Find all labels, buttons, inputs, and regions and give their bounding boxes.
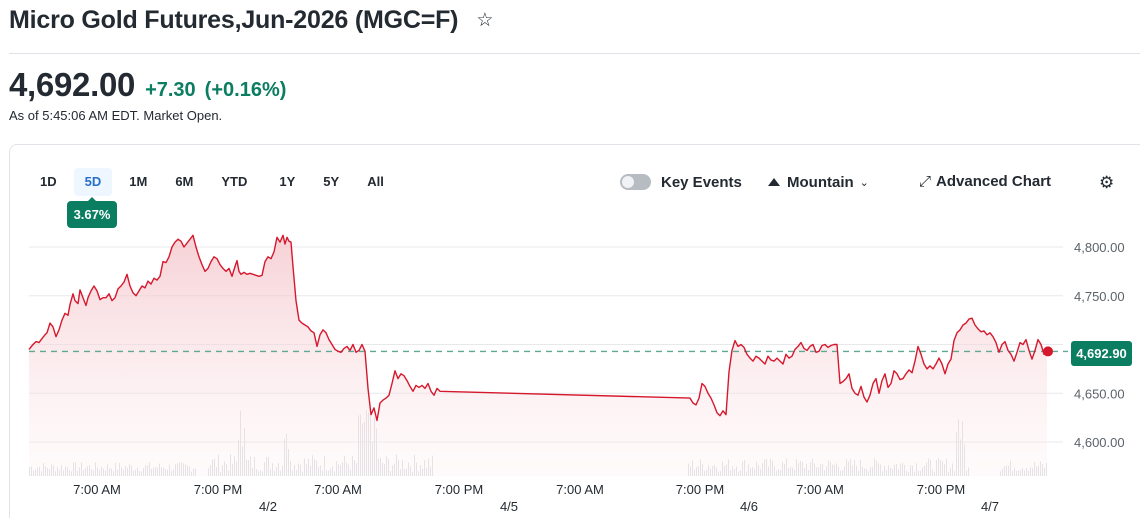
current-price: 4,692.00: [9, 66, 136, 103]
svg-text:4/7: 4/7: [981, 499, 999, 514]
range-1d[interactable]: 1D: [40, 174, 57, 189]
svg-text:7:00 PM: 7:00 PM: [194, 482, 242, 497]
advanced-chart-label: Advanced Chart: [936, 172, 1052, 190]
price-change-percent: (+0.16%): [204, 79, 287, 101]
svg-text:4,600.00: 4,600.00: [1074, 435, 1125, 450]
price-area: [29, 235, 1047, 476]
svg-text:7:00 AM: 7:00 AM: [556, 482, 604, 497]
quote-timestamp: As of 5:45:06 AM EDT. Market Open.: [9, 108, 223, 123]
svg-text:4/5: 4/5: [500, 499, 518, 514]
key-events-toggle[interactable]: Key Events: [620, 170, 742, 194]
svg-text:7:00 PM: 7:00 PM: [435, 482, 483, 497]
svg-text:7:00 PM: 7:00 PM: [917, 482, 965, 497]
header-divider: [9, 53, 1140, 54]
star-icon[interactable]: ☆: [476, 10, 494, 31]
price-line: [28, 234, 1048, 422]
range-ytd[interactable]: YTD: [221, 174, 248, 189]
chart-type-dropdown[interactable]: Mountain ⌄: [768, 170, 869, 194]
expand-icon: ⤢: [919, 172, 932, 190]
range-6m[interactable]: 6M: [175, 174, 194, 189]
svg-text:4/6: 4/6: [740, 499, 758, 514]
svg-text:7:00 AM: 7:00 AM: [796, 482, 844, 497]
range-selector: 1D 5D 1M 6M YTD 1Y 5Y All: [29, 168, 401, 196]
last-price-dot: [1043, 346, 1053, 357]
range-1m[interactable]: 1M: [129, 174, 148, 189]
price-change: +7.30: [145, 79, 196, 101]
key-events-label: Key Events: [661, 173, 742, 191]
quote-row: 4,692.00 +7.30 (+0.16%): [9, 66, 286, 104]
range-all[interactable]: All: [367, 174, 384, 189]
advanced-chart-button[interactable]: ⤢ Advanced Chart: [919, 169, 1051, 193]
y-axis-labels: 4,800.00 4,750.00 4,650.00 4,600.00: [1074, 240, 1125, 450]
chart-type-label: Mountain: [787, 173, 854, 191]
range-change-badge: 3.67%: [67, 197, 117, 228]
gear-icon: ⚙: [1099, 173, 1115, 192]
mountain-icon: [768, 178, 780, 186]
range-5y[interactable]: 5Y: [323, 174, 340, 189]
range-5d[interactable]: 5D: [73, 168, 113, 196]
svg-text:4,750.00: 4,750.00: [1074, 289, 1125, 304]
svg-text:7:00 PM: 7:00 PM: [676, 482, 724, 497]
svg-text:4/2: 4/2: [259, 499, 277, 514]
svg-text:7:00 AM: 7:00 AM: [314, 482, 362, 497]
svg-text:4,800.00: 4,800.00: [1074, 240, 1125, 255]
toggle-knob: [622, 176, 634, 188]
svg-text:4,650.00: 4,650.00: [1074, 386, 1125, 401]
page-title: Micro Gold Futures,Jun-2026 (MGC=F): [9, 6, 459, 34]
svg-text:7:00 AM: 7:00 AM: [73, 482, 121, 497]
toggle-switch[interactable]: [620, 174, 651, 190]
chart-settings-button[interactable]: ⚙: [1099, 171, 1114, 195]
x-axis-labels: 7:00 AM 7:00 PM 7:00 AM 7:00 PM 7:00 AM 7:00 …: [73, 482, 999, 514]
chevron-down-icon: ⌄: [859, 176, 869, 189]
range-1y[interactable]: 1Y: [279, 174, 296, 189]
last-price-label: 4,692.90: [1071, 341, 1132, 366]
title-row: Micro Gold Futures,Jun-2026 (MGC=F) ☆: [9, 6, 493, 35]
